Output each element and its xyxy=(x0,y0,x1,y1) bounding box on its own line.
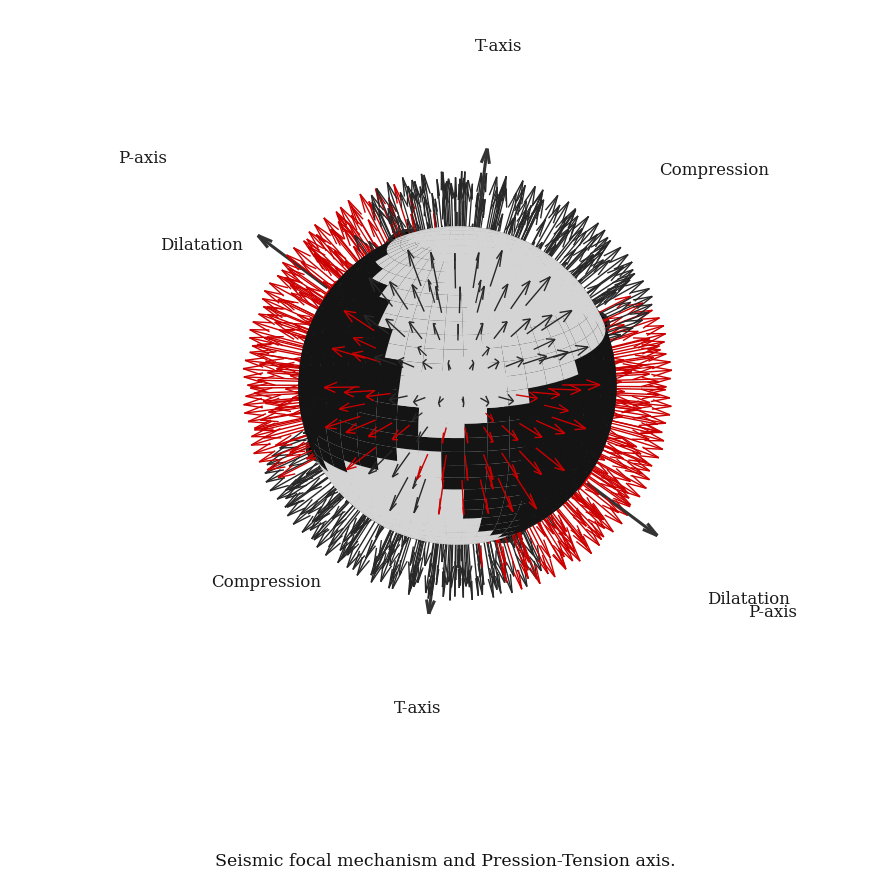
Text: Seismic focal mechanism and Pression-Tension axis.: Seismic focal mechanism and Pression-Ten… xyxy=(216,853,675,870)
